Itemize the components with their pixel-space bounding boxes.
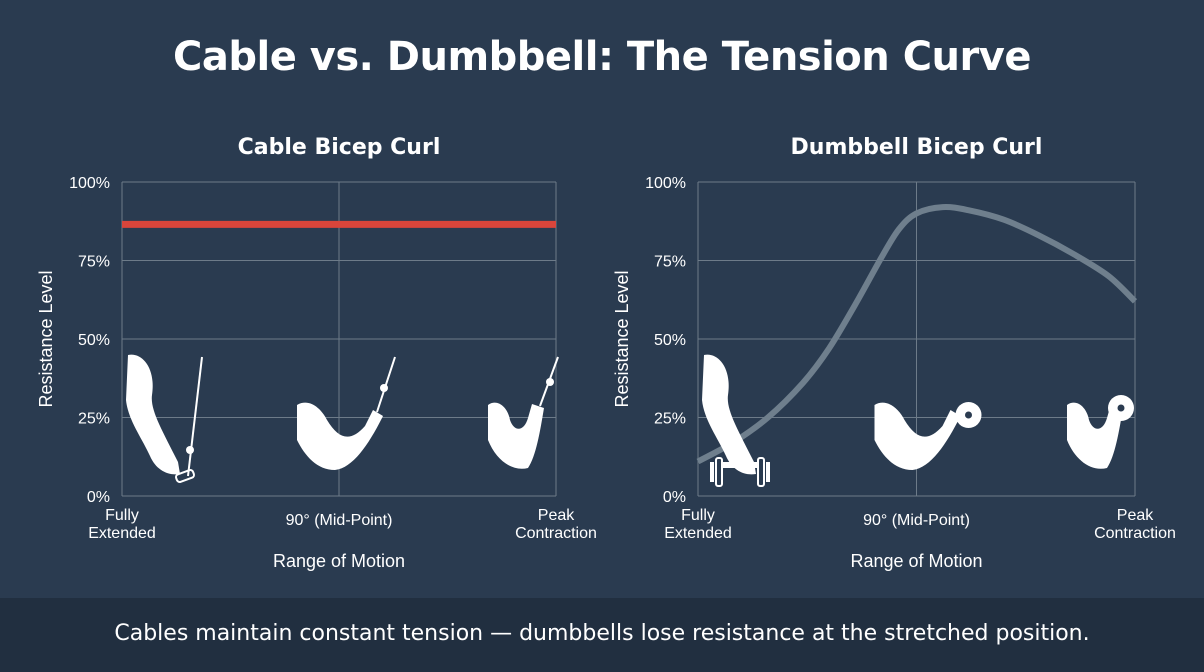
x-tick-label: Peak Contraction <box>515 507 597 542</box>
footer-caption: Cables maintain constant tension — dumbb… <box>114 621 1090 646</box>
y-axis-label: Resistance Level <box>612 270 632 407</box>
y-tick-label: 25% <box>654 411 686 428</box>
y-tick-label: 0% <box>87 489 110 506</box>
dumbbell-curl-chart: Dumbbell Bicep Curl 0% 25% 50% 75% 100% Fully E… <box>612 135 1176 571</box>
y-tick-label: 0% <box>663 489 686 506</box>
y-tick-label: 25% <box>78 411 110 428</box>
x-axis-label: Range of Motion <box>850 551 982 571</box>
cable-curl-chart: Cable Bicep Curl 0% 25% 50% 75% 100% Fully Exte… <box>36 135 597 571</box>
x-tick-label: Peak Contraction <box>1094 507 1176 542</box>
x-tick-label: 90° (Mid-Point) <box>286 512 393 529</box>
y-tick-label: 75% <box>654 254 686 271</box>
y-tick-label: 100% <box>645 175 686 192</box>
chart-title: Dumbbell Bicep Curl <box>791 135 1043 160</box>
page-title: Cable vs. Dumbbell: The Tension Curve <box>173 34 1031 80</box>
series-line <box>696 204 1138 465</box>
y-tick-label: 50% <box>78 332 110 349</box>
y-tick-label: 75% <box>78 254 110 271</box>
arm-extended-cable-icon <box>126 354 203 483</box>
x-tick-label: 90° (Mid-Point) <box>863 512 970 529</box>
chart-title: Cable Bicep Curl <box>238 135 441 160</box>
arm-extended-dumbbell-icon <box>702 354 770 487</box>
y-tick-label: 100% <box>69 175 110 192</box>
arm-mid-dumbbell-icon <box>874 402 982 470</box>
x-axis-label: Range of Motion <box>273 551 405 571</box>
arm-peak-dumbbell-icon <box>1067 395 1134 469</box>
y-axis-label: Resistance Level <box>36 270 56 407</box>
footer-banner: Cables maintain constant tension — dumbb… <box>0 598 1204 672</box>
arm-peak-cable-icon <box>488 356 559 469</box>
arm-mid-cable-icon <box>297 356 396 470</box>
x-tick-label: Fully Extended <box>664 507 732 542</box>
x-tick-label: Fully Extended <box>88 507 156 542</box>
charts-canvas: Cable Bicep Curl 0% 25% 50% 75% 100% Fully Exte… <box>36 135 1176 571</box>
y-tick-label: 50% <box>654 332 686 349</box>
